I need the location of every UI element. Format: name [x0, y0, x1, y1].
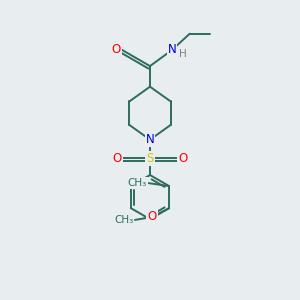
Text: S: S — [146, 152, 154, 165]
Text: O: O — [113, 152, 122, 165]
Text: N: N — [146, 133, 154, 146]
Text: CH₃: CH₃ — [114, 215, 134, 225]
Text: O: O — [147, 211, 157, 224]
Text: H: H — [179, 49, 187, 59]
Text: N: N — [168, 44, 176, 56]
Text: O: O — [178, 152, 187, 165]
Text: O: O — [111, 44, 121, 56]
Text: CH₃: CH₃ — [128, 178, 147, 188]
